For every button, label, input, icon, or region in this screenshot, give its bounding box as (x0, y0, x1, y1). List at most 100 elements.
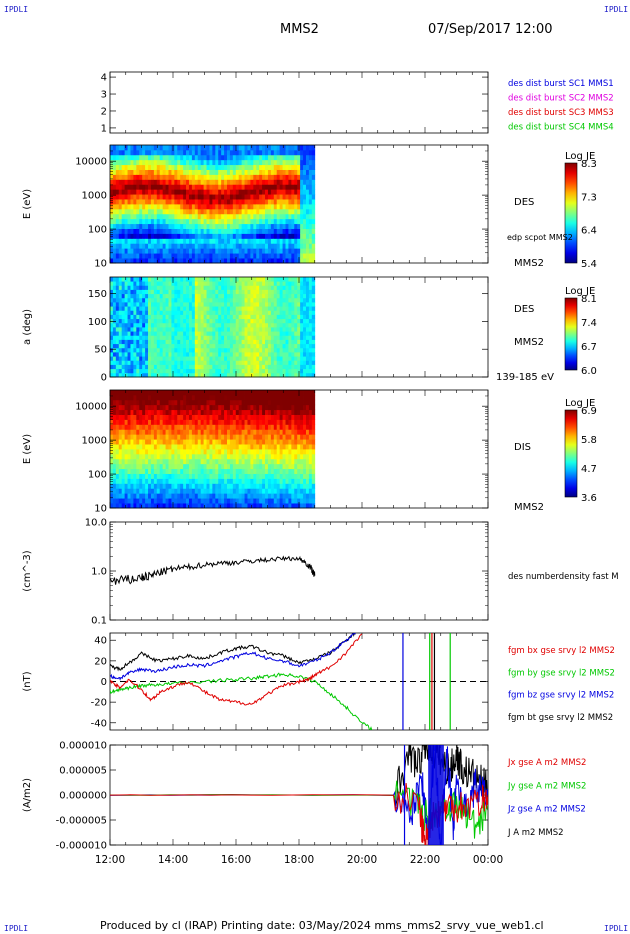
heatmap-cell (136, 394, 140, 401)
heatmap-cell (221, 314, 225, 320)
heatmap-cell (124, 179, 128, 185)
heatmap-cell (194, 218, 199, 225)
heatmap-cell (174, 488, 178, 494)
heatmap-cell (279, 335, 283, 340)
heatmap-cell (282, 179, 286, 185)
heatmap-cell (174, 372, 178, 378)
heatmap-cell (110, 314, 114, 320)
heatmap-cell (276, 169, 281, 175)
heatmap-cell (110, 258, 114, 264)
heatmap-cell (209, 248, 213, 254)
heatmap-cell (273, 145, 278, 151)
heatmap-cell (197, 297, 202, 303)
heatmap-cell (150, 189, 155, 195)
heatmap-cell (133, 174, 137, 180)
heatmap-cell (247, 184, 251, 190)
heatmap-cell (229, 174, 234, 180)
heatmap-cell (183, 414, 187, 420)
heatmap-cell (136, 473, 140, 479)
heatmap-cell (194, 434, 199, 440)
heatmap-cell (168, 483, 172, 489)
heatmap-cell (139, 159, 143, 166)
heatmap-cell (183, 356, 187, 361)
heatmap-cell (197, 310, 202, 315)
heatmap-cell (177, 322, 181, 328)
heatmap-cell (270, 145, 275, 151)
heatmap-cell (244, 458, 248, 465)
heatmap-cell (162, 473, 166, 479)
heatmap-cell (282, 364, 286, 370)
heatmap-cell (232, 233, 237, 239)
heatmap-cell (159, 169, 164, 175)
heatmap-cell (159, 248, 164, 254)
heatmap-cell (232, 399, 237, 406)
heatmap-cell (165, 493, 169, 499)
heatmap-cell (218, 343, 222, 349)
heatmap-cell (148, 424, 152, 430)
heatmap-cell (259, 164, 263, 170)
heatmap-cell (238, 339, 243, 345)
heatmap-cell (150, 498, 155, 504)
heatmap-cell (256, 228, 260, 234)
heatmap-cell (145, 364, 149, 370)
heatmap-cell (209, 174, 213, 180)
heatmap-cell (127, 394, 131, 401)
heatmap-cell (148, 404, 152, 411)
heatmap-cell (209, 409, 213, 415)
heatmap-cell (110, 184, 114, 190)
heatmap-cell (165, 154, 169, 161)
heatmap-cell (150, 306, 155, 311)
heatmap-cell (127, 424, 131, 430)
heatmap-cell (221, 289, 225, 295)
heatmap-cell (229, 208, 234, 215)
heatmap-cell (209, 218, 213, 225)
heatmap-cell (112, 218, 117, 225)
heatmap-cell (209, 302, 213, 307)
heatmap-cell (139, 364, 143, 370)
heatmap-cell (229, 335, 234, 340)
heatmap-cell (115, 199, 120, 205)
heatmap-cell (171, 404, 175, 411)
heatmap-cell (159, 322, 164, 328)
heatmap-cell (200, 394, 204, 401)
heatmap-cell (218, 145, 222, 151)
heatmap-cell (250, 318, 254, 324)
heatmap-cell (121, 331, 126, 336)
heatmap-cell (247, 223, 251, 229)
heatmap-cell (197, 343, 202, 349)
heatmap-cell (300, 189, 304, 195)
heatmap-cell (153, 204, 158, 210)
heatmap-cell (206, 444, 210, 450)
heatmap-cell (218, 277, 222, 282)
heatmap-cell (282, 302, 286, 307)
heatmap-cell (150, 169, 155, 175)
heatmap-cell (294, 297, 298, 303)
heatmap-cell (250, 159, 254, 166)
heatmap-cell (142, 468, 146, 474)
heatmap-cell (235, 372, 240, 378)
heatmap-cell (136, 154, 140, 161)
heatmap-cell (127, 223, 131, 229)
heatmap-cell (156, 414, 161, 420)
heatmap-cell (165, 189, 169, 195)
heatmap-cell (191, 189, 196, 195)
heatmap-cell (186, 414, 190, 420)
heatmap-cell (285, 314, 289, 320)
heatmap-cell (273, 184, 278, 190)
heatmap-cell (180, 414, 184, 420)
heatmap-cell (305, 164, 310, 170)
heatmap-cell (162, 414, 166, 420)
heatmap-cell (267, 368, 272, 374)
heatmap-cell (124, 449, 128, 455)
heatmap-cell (279, 243, 283, 249)
heatmap-cell (282, 213, 286, 220)
heatmap-cell (180, 339, 184, 345)
heatmap-cell (139, 218, 143, 225)
heatmap-cell (150, 310, 155, 315)
heatmap-cell (291, 149, 295, 156)
heatmap-cell (174, 154, 178, 161)
heatmap-cell (124, 194, 128, 200)
heatmap-cell (136, 434, 140, 440)
heatmap-cell (247, 444, 251, 450)
heatmap-cell (259, 390, 263, 396)
